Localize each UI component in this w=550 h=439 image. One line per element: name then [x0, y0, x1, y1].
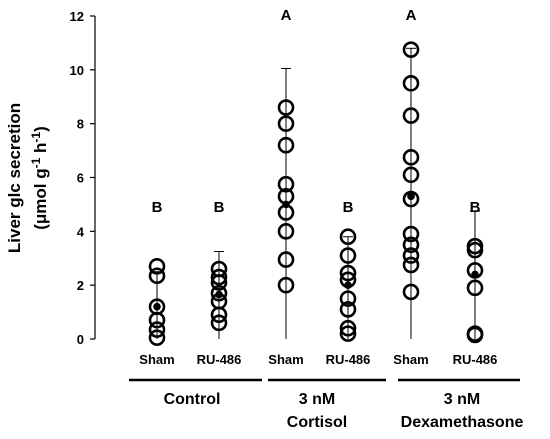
- significance-letter: A: [281, 7, 292, 24]
- significance-letter: B: [470, 199, 481, 216]
- data-point: [210, 268, 228, 286]
- y-tick-label: 8: [77, 117, 84, 132]
- condition-cortisol-dose: 3 nM: [299, 391, 335, 408]
- data-point: [339, 228, 357, 246]
- mean-marker: [282, 200, 290, 209]
- data-point: [339, 319, 357, 337]
- group-label: RU-486: [326, 352, 371, 367]
- data-point: [339, 290, 357, 307]
- y-axis-title: Liver glc secretion: [5, 103, 24, 253]
- y-tick-label: 0: [77, 332, 84, 347]
- data-point: [466, 237, 484, 255]
- y-axis-unit: (μmol g-1 h-1): [29, 126, 50, 230]
- significance-letter: B: [343, 199, 354, 216]
- mean-marker: [215, 290, 223, 299]
- data-point: [339, 325, 357, 342]
- data-point: [402, 247, 420, 264]
- data-point: [277, 115, 295, 132]
- condition-dexamethasone-dose: 3 nM: [444, 391, 480, 408]
- data-point: [402, 41, 420, 58]
- condition-control: Control: [164, 391, 221, 408]
- data-point: [466, 325, 484, 342]
- y-tick-label: 6: [77, 171, 84, 186]
- data-point: [148, 298, 166, 316]
- data-point: [277, 276, 295, 294]
- significance-letter: B: [214, 199, 225, 216]
- data-point: [402, 107, 420, 124]
- data-point: [210, 314, 228, 332]
- mean-marker: [407, 192, 415, 201]
- data-point: [402, 225, 420, 243]
- data-point: [148, 329, 166, 346]
- group-label: Sham: [393, 352, 428, 367]
- data-point: [339, 247, 357, 264]
- y-tick-label: 4: [77, 224, 85, 239]
- data-point: [339, 301, 357, 318]
- data-point: [277, 223, 295, 240]
- mean-marker: [471, 270, 479, 279]
- group-label: Sham: [268, 352, 303, 367]
- significance-letter: A: [406, 7, 417, 24]
- mean-marker: [153, 302, 161, 311]
- data-point: [402, 256, 420, 274]
- data-point: [210, 260, 228, 278]
- data-point: [402, 74, 420, 92]
- data-point: [339, 264, 357, 282]
- data-point: [148, 321, 166, 338]
- group-label: RU-486: [197, 352, 242, 367]
- condition-cortisol: Cortisol: [287, 414, 347, 431]
- data-point: [466, 279, 484, 297]
- data-point: [148, 267, 166, 285]
- data-point: [402, 149, 420, 166]
- data-point: [402, 236, 420, 254]
- data-point: [402, 166, 420, 184]
- y-tick-label: 12: [70, 9, 84, 24]
- data-point: [402, 190, 420, 208]
- group-label: Sham: [139, 352, 174, 367]
- y-ticks: 0 2 4 6 8 10 12: [70, 9, 95, 347]
- data-groups: B Sham B RU-486 A Sham B RU-486 A Sham B RU-486: [139, 7, 497, 367]
- data-point: [277, 136, 295, 154]
- y-tick-label: 10: [70, 63, 84, 78]
- group-label: RU-486: [453, 352, 498, 367]
- data-point: [210, 284, 228, 302]
- data-point: [277, 251, 295, 268]
- significance-letter: B: [152, 199, 163, 216]
- condition-dexamethasone: Dexamethasone: [401, 414, 524, 431]
- mean-marker: [344, 281, 352, 289]
- data-point: [148, 258, 166, 275]
- y-tick-label: 2: [77, 278, 84, 293]
- data-point: [402, 283, 420, 301]
- data-point: [277, 99, 295, 116]
- data-point: [277, 175, 295, 193]
